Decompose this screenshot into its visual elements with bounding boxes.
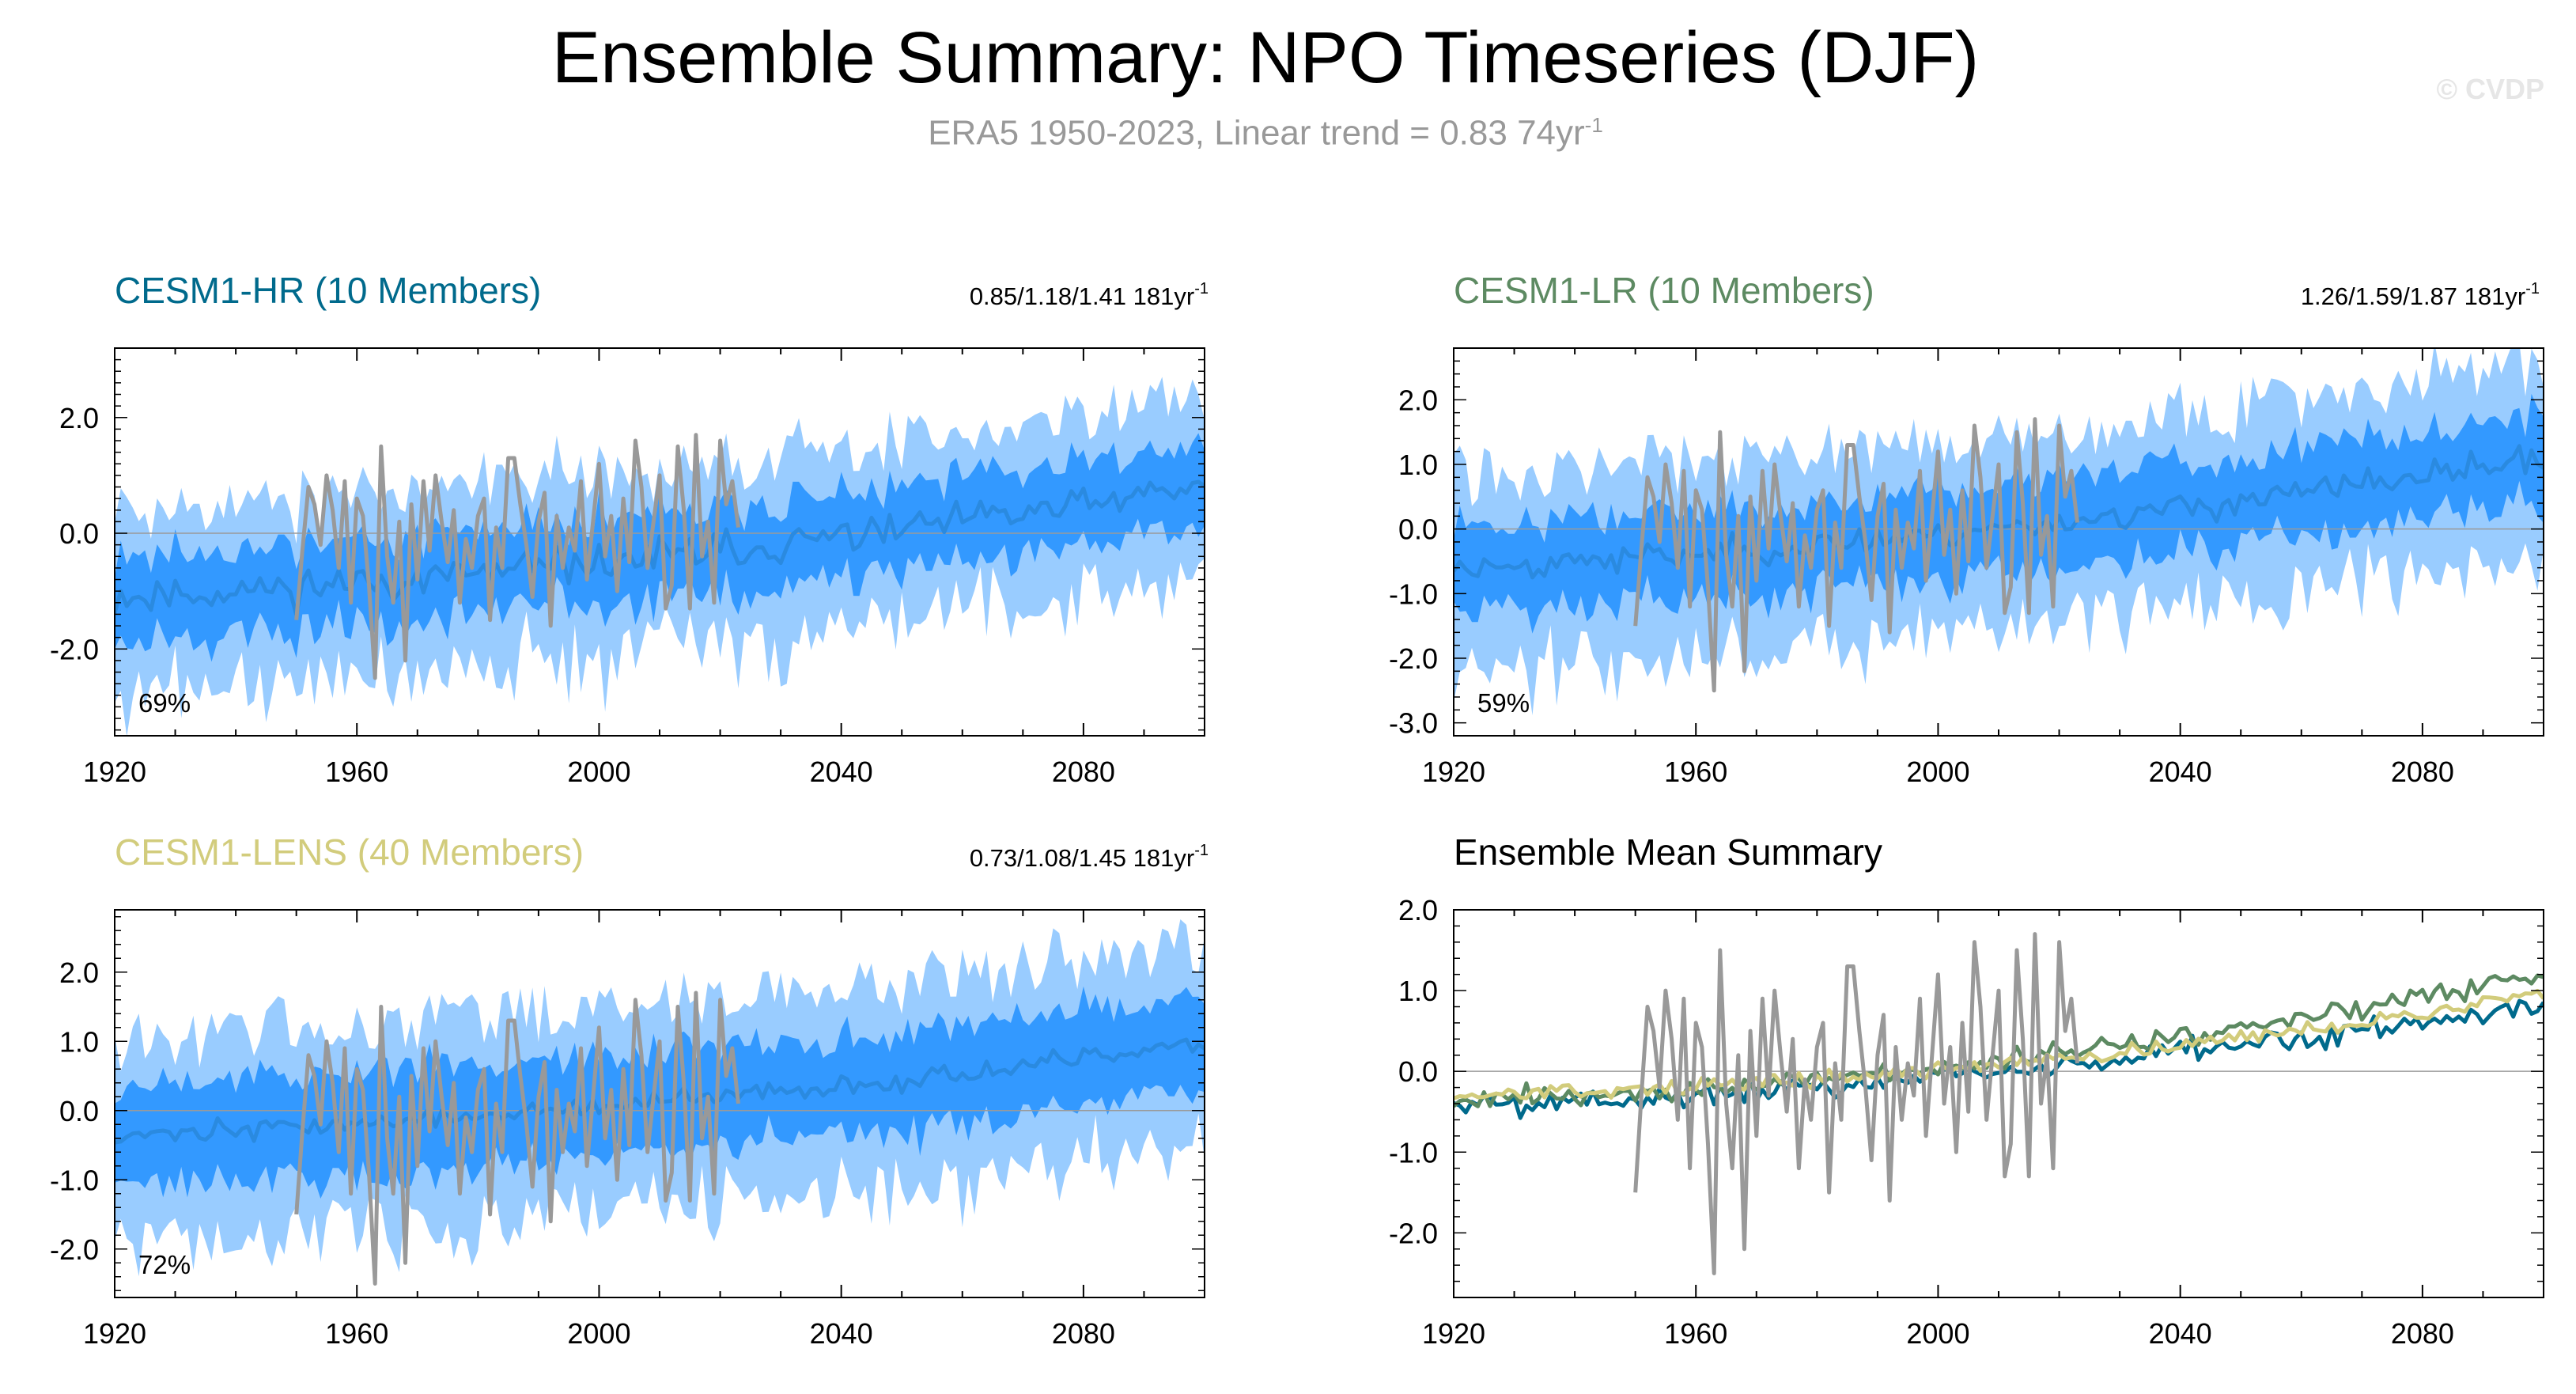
y-tick-label: 1.0	[1398, 975, 1438, 1007]
y-tick-label: -2.0	[50, 1233, 99, 1266]
subtitle-exponent: -1	[1584, 113, 1603, 137]
ensemble-inner-spread-band	[1454, 393, 2544, 634]
series-line-cesm1-lr	[1454, 973, 2544, 1108]
trend-stat-value: 1.26/1.59/1.87 181yr	[2301, 282, 2525, 310]
x-tick-label: 1960	[325, 1317, 388, 1350]
x-tick-label: 2080	[2391, 1317, 2454, 1350]
y-tick-label: 0.0	[1398, 513, 1438, 546]
percent-label: 72%	[138, 1250, 191, 1279]
y-tick-label: -1.0	[1389, 578, 1438, 610]
cvdp-watermark: © CVDP	[2436, 73, 2544, 105]
percent-label: 59%	[1477, 688, 1530, 718]
trend-stat: 0.73/1.08/1.45 181yr-1	[970, 842, 1209, 872]
y-tick-label: 1.0	[59, 1025, 99, 1058]
observation-line-era5	[294, 991, 740, 1286]
panel-lr: CESM1-LR (10 Members) 1.26/1.59/1.87 181y…	[1389, 270, 2544, 788]
percent-label: 69%	[138, 688, 191, 718]
y-tick-label: -1.0	[50, 1164, 99, 1196]
panel-title: CESM1-LENS (40 Members)	[115, 831, 584, 873]
trend-stat-value: 0.73/1.08/1.45 181yr	[970, 844, 1194, 872]
trend-stat-exponent: -1	[1194, 842, 1209, 859]
x-tick-label: 1960	[1664, 756, 1727, 788]
y-tick-label: 0.0	[59, 517, 99, 550]
y-tick-label: -3.0	[1389, 707, 1438, 740]
panel-title: CESM1-LR (10 Members)	[1454, 270, 1874, 311]
x-tick-label: 2000	[1906, 1317, 1969, 1350]
y-tick-label: 0.0	[1398, 1055, 1438, 1088]
plot-area	[1454, 932, 2544, 1275]
x-tick-label: 1960	[1664, 1317, 1727, 1350]
x-tick-label: 1920	[1422, 756, 1485, 788]
x-tick-label: 2000	[1906, 756, 1969, 788]
plot-area	[115, 919, 1205, 1286]
trend-stat-exponent: -1	[2525, 280, 2540, 297]
y-tick-label: 0.0	[59, 1095, 99, 1127]
trend-stat: 0.85/1.18/1.41 181yr-1	[970, 280, 1209, 310]
x-tick-label: 1920	[1422, 1317, 1485, 1350]
ensemble-mean-line	[1454, 444, 2544, 580]
panel-summary: Ensemble Mean Summary 1920 1960 2000 2040 208…	[1389, 831, 2544, 1350]
panel-lens: CESM1-LENS (40 Members) 0.73/1.08/1.45 18…	[50, 831, 1209, 1350]
x-tick-label: 2040	[810, 1317, 873, 1350]
observation-line-era5	[1633, 417, 2079, 693]
x-tick-label: 1920	[83, 1317, 146, 1350]
panel-title: Ensemble Mean Summary	[1454, 831, 1882, 873]
figure-subtitle: ERA5 1950-2023, Linear trend = 0.83 74yr…	[0, 103, 2531, 156]
x-tick-label: 1920	[83, 756, 146, 788]
x-tick-label: 2040	[2149, 1317, 2212, 1350]
x-tick-label: 2080	[1052, 756, 1115, 788]
observation-line-era5	[294, 433, 740, 680]
observation-line-era5	[1633, 932, 2079, 1275]
trend-stat: 1.26/1.59/1.87 181yr-1	[2301, 280, 2540, 310]
y-tick-label: 2.0	[59, 402, 99, 434]
x-tick-label: 2080	[2391, 756, 2454, 788]
panel-title: CESM1-HR (10 Members)	[115, 270, 541, 311]
subtitle-text: ERA5 1950-2023, Linear trend = 0.83 74yr	[928, 113, 1585, 153]
plot-area	[115, 377, 1205, 736]
y-tick-label: -2.0	[1389, 642, 1438, 675]
x-tick-label: 1960	[325, 756, 388, 788]
y-tick-label: 2.0	[1398, 894, 1438, 926]
figure-title: Ensemble Summary: NPO Timeseries (DJF)	[551, 17, 1980, 98]
x-tick-label: 2000	[567, 1317, 630, 1350]
trend-stat-value: 0.85/1.18/1.41 181yr	[970, 282, 1194, 310]
y-tick-label: 2.0	[1398, 384, 1438, 416]
x-tick-label: 2040	[810, 756, 873, 788]
series-line-cesm1-lens	[1454, 988, 2544, 1100]
y-tick-label: -1.0	[1389, 1136, 1438, 1169]
x-tick-label: 2080	[1052, 1317, 1115, 1350]
trend-stat-exponent: -1	[1194, 280, 1209, 297]
x-tick-label: 2040	[2149, 756, 2212, 788]
ensemble-inner-spread-band	[115, 433, 1205, 662]
ensemble-mean-line	[115, 1037, 1205, 1145]
y-tick-label: -2.0	[1389, 1217, 1438, 1249]
x-tick-label: 2000	[567, 756, 630, 788]
y-tick-label: -2.0	[50, 633, 99, 665]
y-tick-label: 1.0	[1398, 449, 1438, 481]
panel-hr: CESM1-HR (10 Members) 0.85/1.18/1.41 181y…	[50, 270, 1209, 788]
plot-area	[1454, 348, 2544, 716]
y-tick-label: 2.0	[59, 956, 99, 989]
